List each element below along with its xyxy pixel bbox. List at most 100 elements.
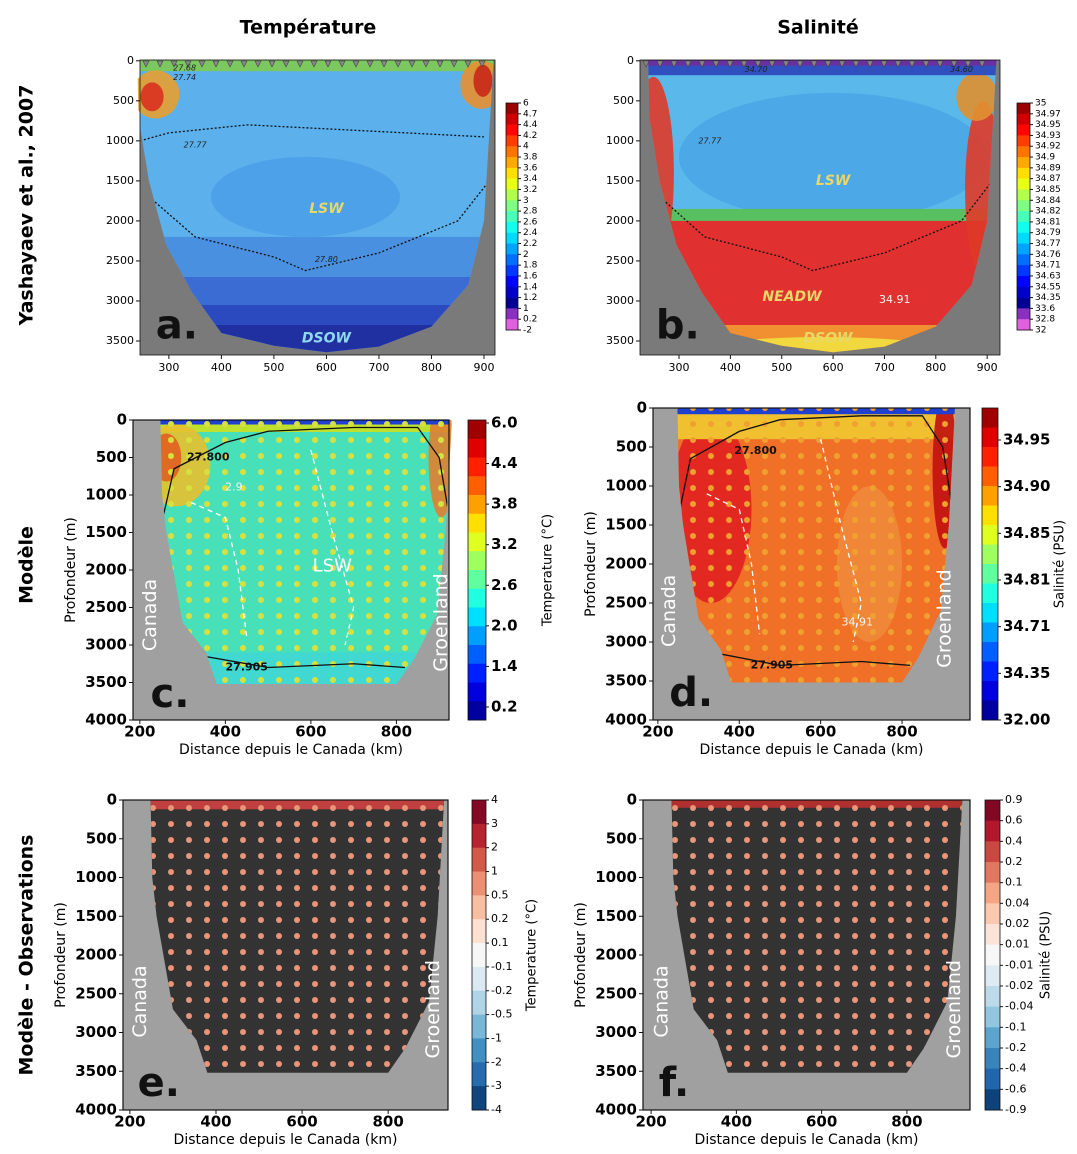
annotation: Canada (129, 965, 151, 1037)
y-tick-label: 3000 (85, 636, 127, 654)
x-tick-label: 200 (635, 1113, 666, 1131)
colorbar-tick-label: 0.1 (1005, 876, 1023, 889)
x-tick-label: 300 (669, 361, 690, 374)
colorbar-block (982, 642, 998, 662)
colorbar-tick-label: -0.9 (1005, 1103, 1026, 1116)
colorbar-block (468, 420, 486, 440)
colorbar-tick-label: -0.1 (491, 960, 512, 973)
annotation: 27.74 (173, 73, 196, 82)
colorbar-frame (1016, 102, 1031, 331)
colorbar-label: Temperature (°C) (525, 899, 540, 1012)
station-marker (436, 60, 444, 68)
annotation: 27.800 (734, 444, 777, 457)
y-tick-label: 0 (117, 411, 127, 429)
colorbar-tick-label: 4.2 (523, 131, 537, 141)
colorbar-tick-label: 34.95 (1035, 120, 1061, 130)
colorbar-tick-label: 0.2 (523, 315, 537, 325)
colorbar-block (468, 682, 486, 702)
colorbar-tick-label: 32 (1035, 326, 1046, 336)
annotation: 27.905 (226, 661, 268, 674)
colorbar-block (506, 113, 518, 126)
colorbar-frame (984, 799, 1001, 1111)
colorbar-block (985, 820, 1000, 842)
colorbar-tick-label: 0.04 (1005, 896, 1030, 909)
colorbar-block (506, 200, 518, 212)
annotation: NEADW (762, 289, 822, 305)
colorbar-block (472, 966, 486, 992)
colorbar-block (1017, 124, 1030, 136)
station-marker (324, 60, 332, 68)
annotation: 27.800 (187, 451, 230, 464)
y-tick-label: 3500 (606, 334, 634, 347)
x-axis-label: Distance depuis le Canada (km) (179, 742, 403, 758)
colorbar-block (472, 895, 486, 920)
annotation: 34.70 (745, 65, 768, 74)
colorbar-block (468, 513, 486, 533)
colorbar-block (506, 232, 518, 245)
colorbar-block (472, 823, 486, 849)
y-tick-label: 500 (616, 438, 647, 456)
colorbar-tick-label: 34.90 (1003, 477, 1050, 495)
colorbar-block (982, 486, 998, 506)
colorbar-tick-label: 34.81 (1035, 217, 1061, 227)
x-tick-label: 500 (263, 361, 284, 374)
y-axis-label: Profondeur (m) (583, 511, 599, 617)
colorbar-tick-label: -0.1 (1005, 1020, 1026, 1033)
y-tick-label: 2500 (85, 598, 127, 616)
colorbar-tick-label: -0.01 (1005, 958, 1033, 971)
colorbar-tick-label: 0.5 (491, 888, 509, 901)
colorbar-block (472, 990, 486, 1016)
contour-line (203, 655, 406, 669)
section-field (160, 420, 452, 684)
colorbar-block (985, 944, 1000, 966)
colorbar-tick-label: 0.9 (1005, 793, 1023, 806)
x-tick-label: 600 (806, 1113, 837, 1131)
colorbar-block (1017, 167, 1030, 180)
colorbar-tick-label: 0.2 (491, 698, 518, 716)
colorbar-block (468, 626, 486, 646)
colorbar-tick-label: -4 (491, 1103, 502, 1116)
colorbar-block (506, 146, 518, 158)
contour-line (677, 415, 955, 526)
colorbar-block (468, 495, 486, 515)
x-tick-label: 700 (368, 361, 389, 374)
colorbar-tick-label: 4.4 (491, 454, 518, 472)
colorbar-label: Salinité (PSU) (1053, 520, 1068, 608)
colorbar-block (506, 189, 518, 201)
colorbar-tick-label: 34.85 (1035, 185, 1061, 195)
colorbar-block (985, 841, 1000, 863)
x-tick-label: 600 (286, 1113, 317, 1131)
colorbar-block (506, 243, 518, 255)
y-tick-label: 1000 (85, 486, 127, 504)
colorbar-block (982, 564, 998, 584)
colorbar-block (1017, 189, 1030, 201)
x-tick-label: 600 (295, 723, 326, 741)
colorbar-tick-label: 3.2 (523, 185, 537, 195)
section-field (671, 800, 963, 1073)
panel-label: a. (156, 302, 198, 348)
annotation: Groenland (430, 573, 452, 672)
colorbar-tick-label: 0.4 (1005, 834, 1023, 847)
colorbar-frame (981, 407, 999, 721)
colorbar-block (982, 603, 998, 623)
colorbar-tick-label: 3 (491, 817, 498, 830)
y-tick-label: 500 (96, 448, 127, 466)
x-tick-label: 400 (211, 361, 232, 374)
colorbar-tick-label: 6 (523, 99, 529, 109)
station-dots (150, 800, 445, 1073)
colorbar-block (985, 1006, 1000, 1028)
y-tick-label: 2000 (106, 214, 134, 227)
colorbar-frame (467, 419, 487, 721)
colorbar-tick-label: 2.4 (523, 228, 538, 238)
station-marker (950, 60, 958, 68)
station-marker (964, 60, 972, 68)
row-title: Modèle - Observations (16, 835, 38, 1076)
station-marker (880, 60, 888, 68)
station-marker (796, 60, 804, 68)
colorbar-block (985, 965, 1000, 987)
y-tick-label: 0 (627, 791, 637, 809)
y-tick-label: 500 (606, 829, 637, 847)
annotation: Canada (139, 579, 161, 651)
colorbar-block (472, 943, 486, 968)
x-tick-label: 400 (720, 361, 741, 374)
